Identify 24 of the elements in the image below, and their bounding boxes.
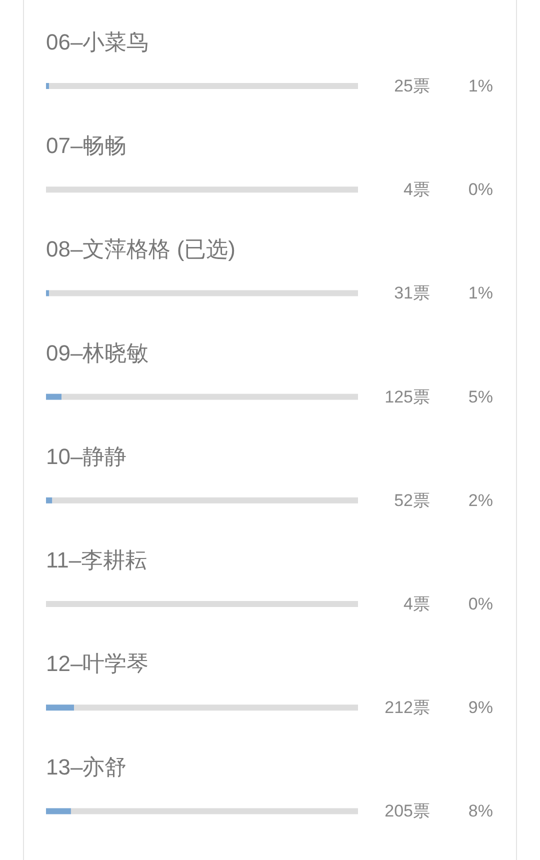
annotation: 4票: [404, 594, 430, 614]
value-label: 5%: [468, 387, 493, 406]
annotation: 205票: [384, 802, 430, 821]
annotation: 31票: [394, 284, 430, 303]
value-label: 1%: [468, 284, 493, 303]
annotation: 125票: [384, 387, 430, 406]
annotation: 4票: [404, 180, 430, 200]
category-label: 09–林晓敏: [46, 340, 149, 366]
category-label: 12–叶学琴: [46, 651, 149, 676]
category-label: 08–文萍格格 (已选): [46, 236, 236, 262]
value-label: 9%: [468, 698, 493, 718]
annotation: 212票: [384, 698, 430, 718]
category-label: 13–亦舒: [46, 754, 127, 780]
value-label: 0%: [468, 594, 493, 614]
category-label: 07–畅畅: [46, 133, 127, 158]
value-label: 8%: [468, 802, 493, 821]
annotation: 52票: [394, 490, 430, 510]
value-label: 1%: [468, 76, 493, 96]
annotation: 25票: [394, 76, 430, 96]
category-label: 10–静静: [46, 444, 127, 469]
value-label: 2%: [468, 490, 493, 510]
value-label: 0%: [468, 180, 493, 200]
category-label: 11–李耕耘: [46, 548, 148, 572]
category-label: 06–小菜鸟: [46, 30, 149, 54]
